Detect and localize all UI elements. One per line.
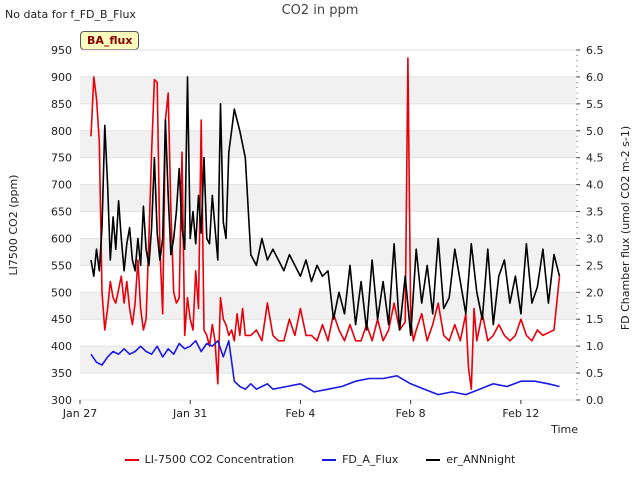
y-right-tick-label: 1.5 <box>586 313 604 326</box>
y-right-tick-label: 6.5 <box>586 44 604 57</box>
y-left-tick-label: 750 <box>51 152 72 165</box>
series-layer <box>90 57 561 396</box>
legend: LI-7500 CO2 Concentration FD_A_Flux er_A… <box>0 453 640 466</box>
y-left-tick-label: 700 <box>51 179 72 192</box>
series-line-fd-a-flux <box>90 339 560 396</box>
y-right-tick-label: 5.5 <box>586 98 604 111</box>
grid-band <box>80 184 576 212</box>
legend-item-er-annnight: er_ANNnight <box>426 453 515 466</box>
y-left-tick-label: 850 <box>51 98 72 111</box>
x-tick-label: Feb 12 <box>502 407 539 420</box>
x-axis-label: Time <box>550 423 578 436</box>
y-left-tick-label: 800 <box>51 125 72 138</box>
y-right-tick-label: 2.5 <box>586 259 604 272</box>
x-tick-label: Jan 27 <box>62 407 97 420</box>
series-line-li-7500-co2-concentration <box>90 57 561 391</box>
legend-item-co2: LI-7500 CO2 Concentration <box>124 453 295 466</box>
legend-swatch-er-annnight <box>426 458 441 461</box>
legend-item-fd-a-flux: FD_A_Flux <box>322 453 398 466</box>
grid-band <box>80 346 576 374</box>
x-tick-label: Feb 8 <box>396 407 426 420</box>
series-line-er-annnight <box>90 76 561 337</box>
y-left-tick-label: 600 <box>51 232 72 245</box>
y-right-tick-label: 3.5 <box>586 206 604 219</box>
y-right-tick-label: 2.0 <box>586 286 604 299</box>
x-tick-label: Feb 4 <box>285 407 315 420</box>
y-left-tick-label: 650 <box>51 206 72 219</box>
y-right-tick-label: 5.0 <box>586 125 604 138</box>
y-right-tick-label: 4.5 <box>586 152 604 165</box>
site-badge: BA_flux <box>80 31 140 50</box>
grid-band <box>80 292 576 320</box>
chart-title: CO2 in ppm <box>281 3 359 18</box>
legend-label-fd-a-flux: FD_A_Flux <box>342 453 399 466</box>
plot-background <box>80 50 576 400</box>
x-tick-label: Jan 31 <box>172 407 207 420</box>
y-left-tick-label: 500 <box>51 286 72 299</box>
y-left-tick-label: 300 <box>51 394 72 407</box>
y-left-tick-label: 350 <box>51 367 72 380</box>
y-right-tick-label: 4.0 <box>586 179 604 192</box>
y-axis-left-label: LI7500 CO2 (ppm) <box>7 175 20 276</box>
legend-label-co2: LI-7500 CO2 Concentration <box>144 453 295 466</box>
y-left-tick-label: 950 <box>51 44 72 57</box>
legend-label-er-annnight: er_ANNnight <box>446 453 516 466</box>
y-left-tick-label: 400 <box>51 340 72 353</box>
grid-band <box>80 76 576 104</box>
y-right-tick-label: 3.0 <box>586 232 604 245</box>
grid-band <box>80 130 576 158</box>
legend-swatch-co2 <box>124 458 139 461</box>
y-right-tick-label: 0.5 <box>586 367 604 380</box>
y-left-tick-label: 450 <box>51 313 72 326</box>
y-right-tick-label: 6.0 <box>586 71 604 84</box>
axes: 300 350 400 450 500 550 600 650 700 750 800 850 900 9… <box>51 44 604 420</box>
y-axis-right-label: FD Chamber flux (umol CO2 m-2 s-1) <box>619 126 632 330</box>
legend-swatch-fd-a-flux <box>322 458 337 461</box>
no-data-message: No data for f_FD_B_Flux <box>5 8 136 21</box>
grid-band <box>80 238 576 266</box>
y-right-tick-label: 1.0 <box>586 340 604 353</box>
y-left-tick-label: 900 <box>51 71 72 84</box>
y-right-tick-label: 0.0 <box>586 394 604 407</box>
y-left-tick-label: 550 <box>51 259 72 272</box>
grid-lines <box>80 49 576 401</box>
